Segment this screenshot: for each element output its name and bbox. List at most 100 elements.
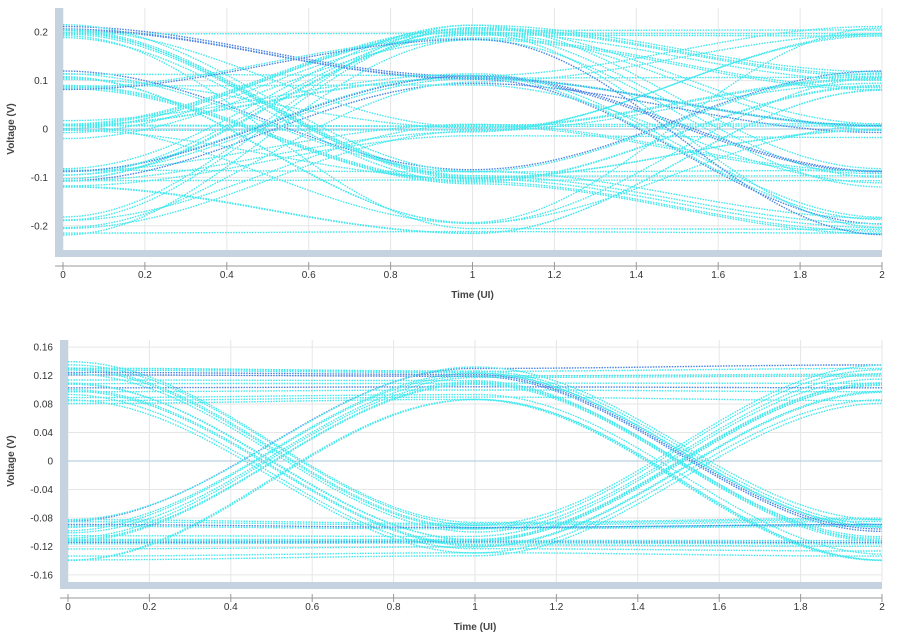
eye-trace — [62, 38, 883, 236]
eye-trace — [62, 29, 882, 225]
eye-trace — [62, 35, 882, 182]
eye-traces — [62, 24, 883, 236]
x-axis-scrollbar[interactable] — [60, 582, 882, 589]
eye-trace — [62, 35, 882, 230]
eye-trace — [68, 382, 883, 541]
eye-trace — [68, 396, 882, 402]
eye-trace — [62, 123, 882, 222]
y-tick-label: -0.16 — [30, 570, 53, 581]
x-tick-label: 2 — [879, 270, 885, 281]
y-tick-label: -0.2 — [31, 221, 49, 232]
x-tick-label: 1.4 — [631, 602, 645, 613]
x-axis-title: Time (UI) — [454, 622, 497, 633]
eye-trace — [68, 378, 883, 538]
eye-trace — [68, 364, 883, 526]
y-tick-label: -0.1 — [31, 173, 49, 184]
eye-trace — [62, 32, 883, 180]
y-tick-label: 0.1 — [34, 76, 48, 87]
eye-trace — [68, 375, 882, 534]
eye-trace — [68, 374, 883, 533]
eye-trace — [63, 129, 882, 180]
eye-trace — [62, 29, 883, 128]
x-tick-label: 2 — [879, 602, 885, 613]
eye-trace — [67, 367, 882, 529]
x-tick-label: 1.6 — [712, 602, 726, 613]
eye-trace — [68, 371, 883, 530]
eye-trace — [68, 552, 882, 557]
eye-trace — [63, 32, 883, 229]
eye-trace — [68, 398, 883, 561]
eye-trace — [63, 28, 882, 126]
x-tick-label: 1.2 — [549, 602, 563, 613]
eye-trace — [68, 391, 883, 550]
eye-trace — [67, 390, 883, 547]
eye-trace — [68, 389, 882, 393]
x-tick-label: 1 — [470, 270, 476, 281]
x-axis-scrollbar[interactable] — [55, 250, 882, 257]
x-tick-label: 0.8 — [384, 270, 398, 281]
eye-trace — [67, 393, 882, 552]
eye-trace — [68, 367, 883, 526]
eye-trace — [62, 24, 882, 219]
eye-trace — [63, 123, 882, 173]
x-tick-label: 1.4 — [629, 270, 643, 281]
x-axis: 0 0.2 0.4 0.6 0.8 1 1.2 1.4 1.6 1.8 2 Time (UI) — [60, 594, 885, 633]
eye-trace — [68, 523, 882, 529]
eye-trace — [62, 73, 882, 173]
y-axis-title: Voltage (V) — [6, 103, 17, 154]
y-axis-scrollbar[interactable] — [55, 8, 63, 250]
y-tick-label: -0.12 — [30, 542, 53, 553]
eye-trace — [62, 28, 882, 127]
eye-trace — [62, 70, 882, 171]
eye-trace — [67, 399, 883, 554]
x-tick-label: 0.2 — [142, 602, 156, 613]
eye-trace — [63, 84, 882, 182]
eye-trace — [68, 361, 882, 524]
eye-trace — [62, 87, 882, 235]
eye-trace — [62, 39, 883, 188]
eye-trace — [67, 369, 882, 530]
eye-trace — [62, 24, 883, 218]
eye-trace — [68, 382, 883, 541]
eye-traces — [67, 361, 883, 562]
y-axis: 0.16 0.12 0.08 0.04 0 -0.04 -0.08 -0.12 -0.16 Vol… — [6, 343, 53, 582]
eye-trace — [68, 386, 882, 389]
y-tick-label: 0 — [47, 457, 53, 468]
eye-trace — [68, 542, 882, 545]
eye-trace — [63, 75, 883, 172]
eye-trace — [63, 82, 882, 230]
x-axis: 0 0.2 0.4 0.6 0.8 1 1.2 1.4 1.6 1.8 2 Time (UI) — [55, 262, 885, 301]
eye-trace — [67, 398, 883, 562]
eye-trace — [62, 77, 883, 176]
x-tick-label: 1.8 — [793, 270, 807, 281]
eye-trace — [68, 402, 883, 561]
y-tick-label: 0 — [42, 125, 48, 136]
eye-trace — [63, 32, 883, 131]
x-axis-title: Time (UI) — [451, 290, 494, 301]
y-axis-title: Voltage (V) — [6, 435, 17, 486]
eye-trace — [62, 82, 883, 182]
x-tick-label: 1 — [472, 602, 478, 613]
eye-trace — [63, 27, 883, 125]
gridlines — [62, 8, 883, 250]
x-tick-label: 0 — [65, 602, 71, 613]
eye-trace — [67, 372, 883, 529]
x-tick-label: 0.8 — [387, 602, 401, 613]
y-tick-label: 0.12 — [34, 371, 54, 382]
eye-trace — [68, 369, 883, 530]
y-tick-label: 0.04 — [34, 428, 54, 439]
x-tick-label: 0.2 — [138, 270, 152, 281]
eye-trace — [67, 382, 883, 541]
eye-trace — [67, 383, 883, 542]
x-tick-label: 1.8 — [794, 602, 808, 613]
y-tick-label: 0.16 — [34, 343, 54, 354]
y-axis-scrollbar[interactable] — [60, 340, 68, 582]
eye-trace — [67, 373, 882, 532]
eye-trace — [63, 72, 882, 173]
y-tick-label: -0.08 — [30, 513, 53, 524]
x-tick-label: 0.6 — [302, 270, 316, 281]
eye-trace — [67, 382, 882, 541]
x-tick-label: 1.2 — [547, 270, 561, 281]
